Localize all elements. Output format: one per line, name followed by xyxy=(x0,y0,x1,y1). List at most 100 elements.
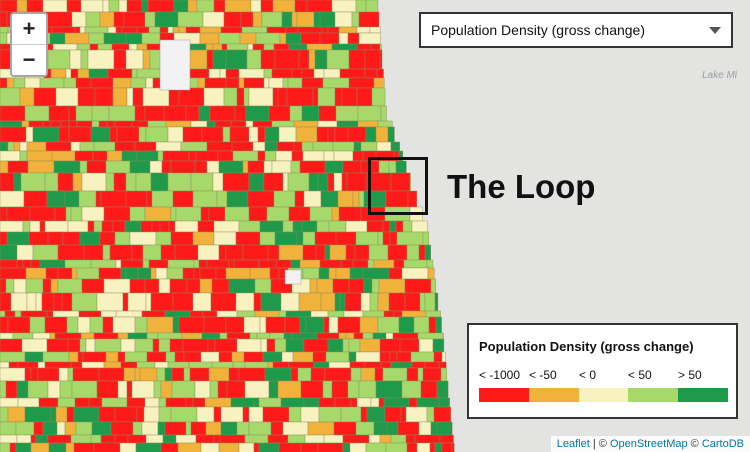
census-tract xyxy=(318,105,337,122)
census-tract xyxy=(161,160,172,174)
census-tract xyxy=(0,406,9,423)
census-tract xyxy=(263,77,270,89)
census-tract xyxy=(256,332,271,340)
census-tract xyxy=(90,77,114,89)
census-tract xyxy=(327,126,336,143)
census-tract xyxy=(267,244,280,261)
census-tract xyxy=(325,351,350,363)
census-tract xyxy=(79,231,101,246)
census-tract xyxy=(287,172,310,192)
osm-link[interactable]: OpenStreetMap xyxy=(609,438,688,450)
census-tract xyxy=(389,220,397,233)
census-tract xyxy=(230,120,247,128)
census-tract xyxy=(135,442,162,452)
census-tract xyxy=(112,316,136,334)
census-tract xyxy=(377,292,390,312)
census-tract xyxy=(383,310,395,318)
census-tract xyxy=(115,259,122,269)
census-tract xyxy=(238,442,255,452)
census-tract xyxy=(56,421,66,436)
census-tract xyxy=(0,32,8,45)
census-tract xyxy=(390,434,407,444)
census-tract xyxy=(171,367,185,382)
census-tract xyxy=(404,292,421,312)
census-tract xyxy=(55,87,79,107)
census-tract xyxy=(266,206,290,222)
census-tract xyxy=(183,367,191,382)
census-tract xyxy=(196,406,215,423)
census-tract xyxy=(167,361,190,369)
census-tract xyxy=(100,310,117,318)
census-tract xyxy=(355,421,375,436)
census-tract xyxy=(271,68,293,79)
census-tract xyxy=(272,361,290,369)
zoom-out-button[interactable]: − xyxy=(12,44,46,75)
census-tract xyxy=(30,259,41,269)
census-tract xyxy=(360,292,371,312)
census-tract xyxy=(331,43,358,51)
census-tract xyxy=(233,259,260,269)
census-tract xyxy=(326,49,350,70)
census-tract xyxy=(393,310,403,318)
census-tract xyxy=(211,278,230,294)
census-tract xyxy=(327,26,340,34)
zoom-in-button[interactable]: + xyxy=(22,16,36,41)
census-tract xyxy=(78,190,97,208)
census-tract xyxy=(290,160,301,174)
census-tract xyxy=(62,231,81,246)
census-tract xyxy=(0,87,21,107)
census-tract xyxy=(89,43,99,51)
census-tract xyxy=(30,367,39,382)
census-tract xyxy=(131,120,149,128)
carto-link[interactable]: CartoDB xyxy=(701,438,744,450)
census-tract xyxy=(417,332,444,340)
census-tract xyxy=(75,421,93,436)
census-tract xyxy=(355,351,381,363)
census-tract xyxy=(150,267,157,280)
census-tract xyxy=(190,421,207,436)
census-tract xyxy=(7,160,29,174)
census-tract xyxy=(169,278,188,294)
census-tract xyxy=(178,87,205,107)
census-tract xyxy=(282,421,309,436)
census-tract xyxy=(247,190,275,208)
census-tract xyxy=(19,150,28,162)
census-tract xyxy=(262,406,290,423)
layer-select[interactable]: Population Density (gross change) xyxy=(419,12,733,48)
census-tract xyxy=(127,434,147,444)
census-tract xyxy=(55,406,68,423)
census-tract xyxy=(160,244,176,261)
census-tract xyxy=(87,220,95,233)
census-tract xyxy=(282,172,289,192)
legend-label: < 0 xyxy=(579,368,597,382)
census-tract xyxy=(314,231,337,246)
census-tract xyxy=(149,160,163,174)
census-tract xyxy=(103,206,131,222)
census-tract xyxy=(404,278,432,294)
census-tract xyxy=(382,231,391,246)
loop-annotation: The Loop xyxy=(447,168,596,205)
census-tract xyxy=(64,421,77,436)
census-tract xyxy=(335,267,351,280)
census-tract xyxy=(331,380,349,399)
census-tract xyxy=(0,220,24,233)
census-tract xyxy=(45,267,59,280)
census-tract xyxy=(405,434,416,444)
census-tract xyxy=(185,26,201,34)
census-tract xyxy=(253,292,262,312)
census-tract xyxy=(68,120,78,128)
leaflet-link[interactable]: Leaflet xyxy=(556,438,590,450)
zoom-control[interactable]: + − xyxy=(10,12,48,77)
census-tract xyxy=(105,172,115,192)
census-tract xyxy=(260,0,274,13)
census-tract xyxy=(178,316,205,334)
census-tract xyxy=(342,442,351,452)
census-tract xyxy=(22,259,32,269)
census-tract xyxy=(254,310,280,318)
census-tract xyxy=(280,397,305,408)
census-tract xyxy=(64,190,80,208)
census-tract xyxy=(37,361,46,369)
census-tract xyxy=(5,380,18,399)
